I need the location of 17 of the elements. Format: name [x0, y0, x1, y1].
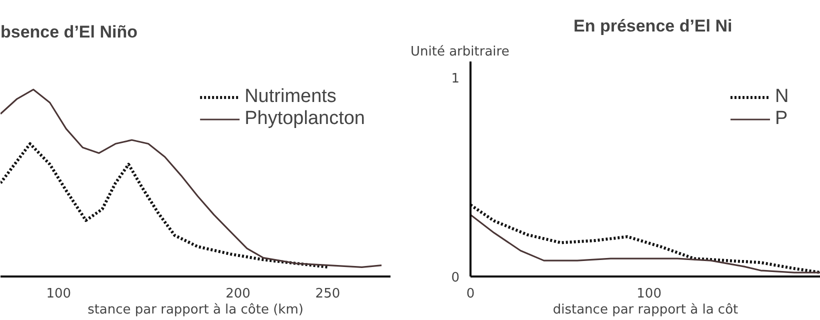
- y-tick-label: 1: [451, 71, 460, 86]
- legend-label: P: [775, 108, 789, 130]
- chart-title: bsence d’El Niño: [0, 22, 138, 42]
- x-axis-title: stance par rapport à la côte (km): [88, 302, 304, 318]
- legend-label: Phytoplancton: [244, 108, 365, 130]
- line-series: [470, 214, 820, 274]
- x-tick-label: 100: [46, 286, 72, 302]
- x-axis-title: distance par rapport à la côt: [552, 302, 738, 318]
- legend-label: Nutriments: [244, 86, 336, 108]
- chart-title: En présence d’El Ni: [574, 16, 732, 36]
- x-tick-label: 100: [636, 286, 662, 302]
- x-tick-label: 200: [226, 286, 250, 302]
- y-axis-title: Unité arbitraire: [410, 44, 510, 60]
- x-tick-label: 250: [315, 286, 340, 302]
- legend-label: N: [775, 86, 790, 108]
- x-tick-label: 0: [466, 286, 475, 302]
- line-series: [470, 203, 820, 274]
